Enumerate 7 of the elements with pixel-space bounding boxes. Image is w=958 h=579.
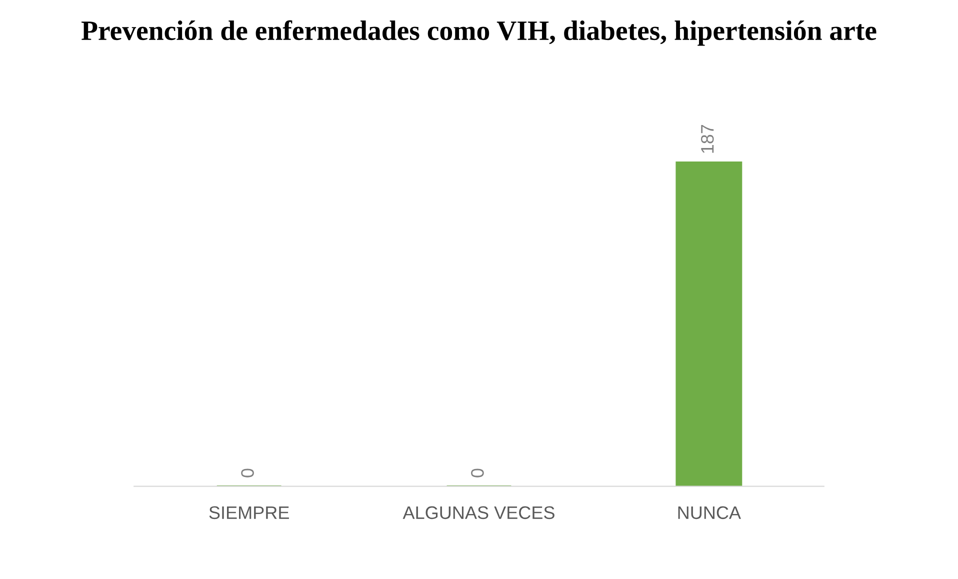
- x-tick-label: SIEMPRE: [209, 506, 289, 520]
- x-tick-label: ALGUNAS VECES: [402, 506, 554, 520]
- data-label: 187: [700, 124, 714, 153]
- chart-title: Prevención de enfermedades como VIH, diabetes, hipertensión arte: [81, 20, 876, 46]
- data-label: 0: [471, 468, 484, 478]
- x-tick-label: NUNCA: [678, 506, 741, 520]
- data-label: 0: [241, 468, 254, 478]
